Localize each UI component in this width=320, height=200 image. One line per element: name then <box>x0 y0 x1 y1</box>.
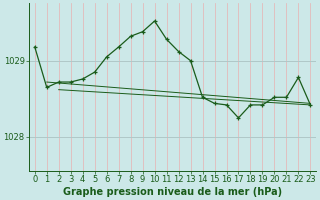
X-axis label: Graphe pression niveau de la mer (hPa): Graphe pression niveau de la mer (hPa) <box>63 187 282 197</box>
